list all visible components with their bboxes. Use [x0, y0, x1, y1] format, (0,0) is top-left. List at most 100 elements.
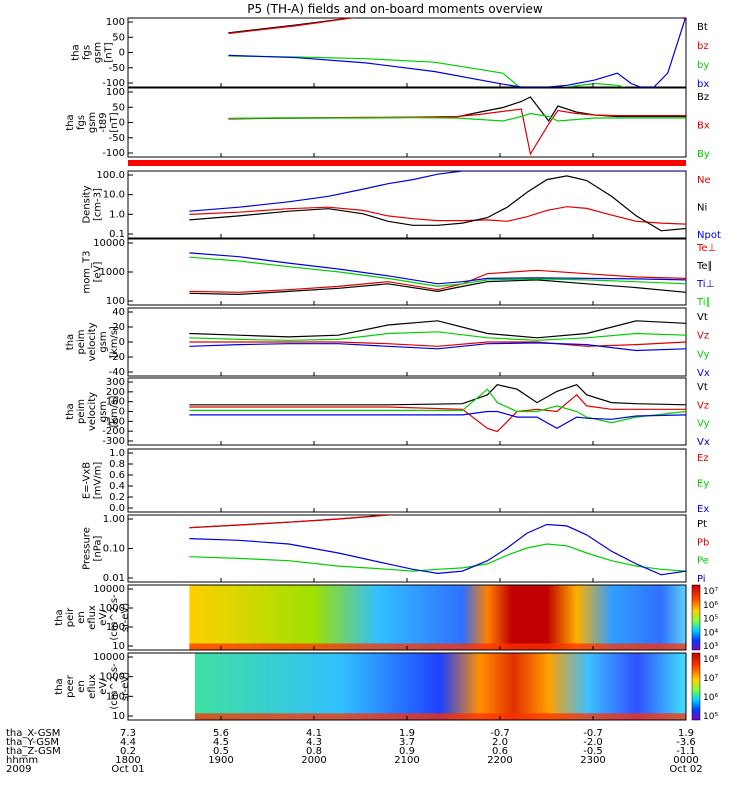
series-Bx [228, 108, 686, 156]
panel-peer_eflux: 10⁸ 10⁷ 10⁶ 10⁵ 10000 1000 100 10 tha peer en eflux… [54, 652, 718, 722]
y-axis-label: mom_T3 [82, 250, 93, 293]
y-axis-label: eflux [87, 674, 98, 699]
footer-value: 4.1 [306, 728, 322, 739]
y-tick-label: 1.0 [109, 448, 125, 459]
heatmap-low-energy-band [189, 643, 686, 650]
y-tick-label: 200 [106, 387, 125, 398]
y-axis-label: sr-eV) [120, 603, 131, 632]
series-Te⊥ [189, 269, 686, 293]
footer-value: 2.0 [492, 737, 508, 748]
legend-Te∥: Te∥ [696, 261, 713, 272]
legend-bx: bx [697, 79, 709, 90]
legend-bz: bz [697, 41, 709, 52]
legend-Vy: Vy [697, 349, 710, 360]
series-group [228, 96, 686, 156]
footer-value: -2.0 [583, 737, 603, 748]
y-tick-label: -40 [109, 367, 125, 378]
footer-row-label: 2009 [6, 764, 31, 775]
series-Vx [189, 410, 686, 429]
y-axis-label: gsm [98, 401, 109, 422]
panel-pressure: 1.00 0.10 0.01 Pressure [nPa] Pt Pb Pe Pi [82, 514, 710, 585]
y-tick-label: -200 [102, 426, 125, 437]
y-tick-label: 10 [112, 711, 125, 722]
colorbar-tick: 10⁶ [703, 693, 718, 703]
footer-value: 0.8 [306, 746, 322, 757]
legend-by: by [697, 60, 709, 71]
y-axis-label: [nT] [109, 112, 120, 132]
legend-Vz: Vz [697, 400, 709, 411]
colorbar-tick: 10⁶ [703, 601, 718, 611]
colorbar-tick: 10⁸ [703, 655, 718, 665]
y-tick-label: 50 [112, 102, 125, 113]
y-tick-label: 10000 [93, 238, 125, 249]
panel-temperature: 10000 1000 100 mom_T3 [eV] Te⊥ Te∥ Ti⊥ Ti∥ [82, 238, 717, 308]
y-axis-label: [km/s] [109, 326, 120, 358]
footer-value: -3.6 [676, 737, 696, 748]
series-Ti⊥ [189, 252, 686, 285]
series-Vz [189, 393, 686, 433]
y-axis-label: eV/ [98, 678, 109, 695]
colorbar [691, 584, 701, 651]
footer-value: 2100 [394, 755, 419, 766]
y-tick-label: 0.2 [109, 492, 125, 503]
y-tick-label: 0.0 [109, 503, 125, 514]
footer-value: 1.9 [678, 728, 694, 739]
legend-Npot: Npot [697, 230, 721, 241]
y-axis-label: [mV/m] [93, 462, 104, 500]
legend-Ex: Ex [697, 504, 709, 515]
y-tick-label: -50 [109, 133, 125, 144]
footer-value: 0.5 [213, 746, 229, 757]
footer-value: 0.9 [399, 746, 415, 757]
y-axis-label: [nT] [104, 42, 115, 62]
y-axis-label: tha [65, 334, 76, 350]
colorbar-tick: 10⁵ [703, 712, 718, 722]
footer-value: 0.2 [120, 746, 136, 757]
panel-frame [127, 87, 687, 158]
series-group [228, 18, 686, 87]
y-tick-label: 50 [112, 32, 125, 43]
y-axis-label: [nPa] [93, 535, 104, 561]
y-axis-label: gsm [98, 331, 109, 352]
y-tick-label: 1000 [100, 267, 125, 278]
y-tick-label: -300 [102, 436, 125, 447]
separator-band [128, 160, 686, 166]
y-axis-label: peir [65, 607, 76, 627]
series-Ni [189, 175, 686, 232]
series-Bt [228, 18, 686, 34]
y-tick-label: 0 [119, 407, 125, 418]
y-tick-label: 0.4 [109, 481, 125, 492]
series-Vx [189, 342, 686, 352]
y-tick-label: 100 [106, 87, 125, 98]
legend-Bz: Bz [697, 92, 709, 103]
y-axis-label: en [76, 611, 87, 624]
footer-value: -0.5 [583, 746, 603, 757]
colorbar-tick: 10⁵ [703, 615, 718, 625]
heatmap-image [194, 653, 686, 720]
y-axis-label: sr-eV) [120, 672, 131, 701]
series-bx [228, 18, 686, 87]
panel-fgs_gsm_t89: 100 50 0 -50 -100 tha fgs gsm -t89 [nT] Bz Bx By [65, 87, 710, 160]
footer-row-label: tha_Y-GSM [6, 737, 59, 748]
y-axis-label: (cm^2-s- [109, 594, 120, 641]
legend-Pi: Pi [697, 574, 706, 585]
y-axis-label: eflux [87, 605, 98, 630]
y-tick-label: 0.8 [109, 459, 125, 470]
y-tick-label: 0.01 [103, 573, 125, 584]
legend-Bt: Bt [697, 22, 708, 33]
y-axis-label: peim [76, 399, 87, 424]
legend-Ti∥: Ti∥ [696, 297, 711, 308]
y-tick-label: 20 [112, 322, 125, 333]
series-Vz [189, 341, 686, 347]
footer-value: Oct 01 [111, 764, 144, 775]
y-tick-label: 0.10 [103, 544, 125, 555]
legend-Pe: Pe [697, 556, 709, 567]
legend-Vz: Vz [697, 331, 709, 342]
legend-Ez: Ez [697, 453, 709, 464]
y-tick-label: 40 [112, 307, 125, 318]
colorbar-tick: 10⁷ [703, 674, 718, 684]
y-axis-label: tha [54, 678, 65, 694]
panel-frame [127, 238, 687, 306]
y-axis-label: en [76, 680, 87, 693]
